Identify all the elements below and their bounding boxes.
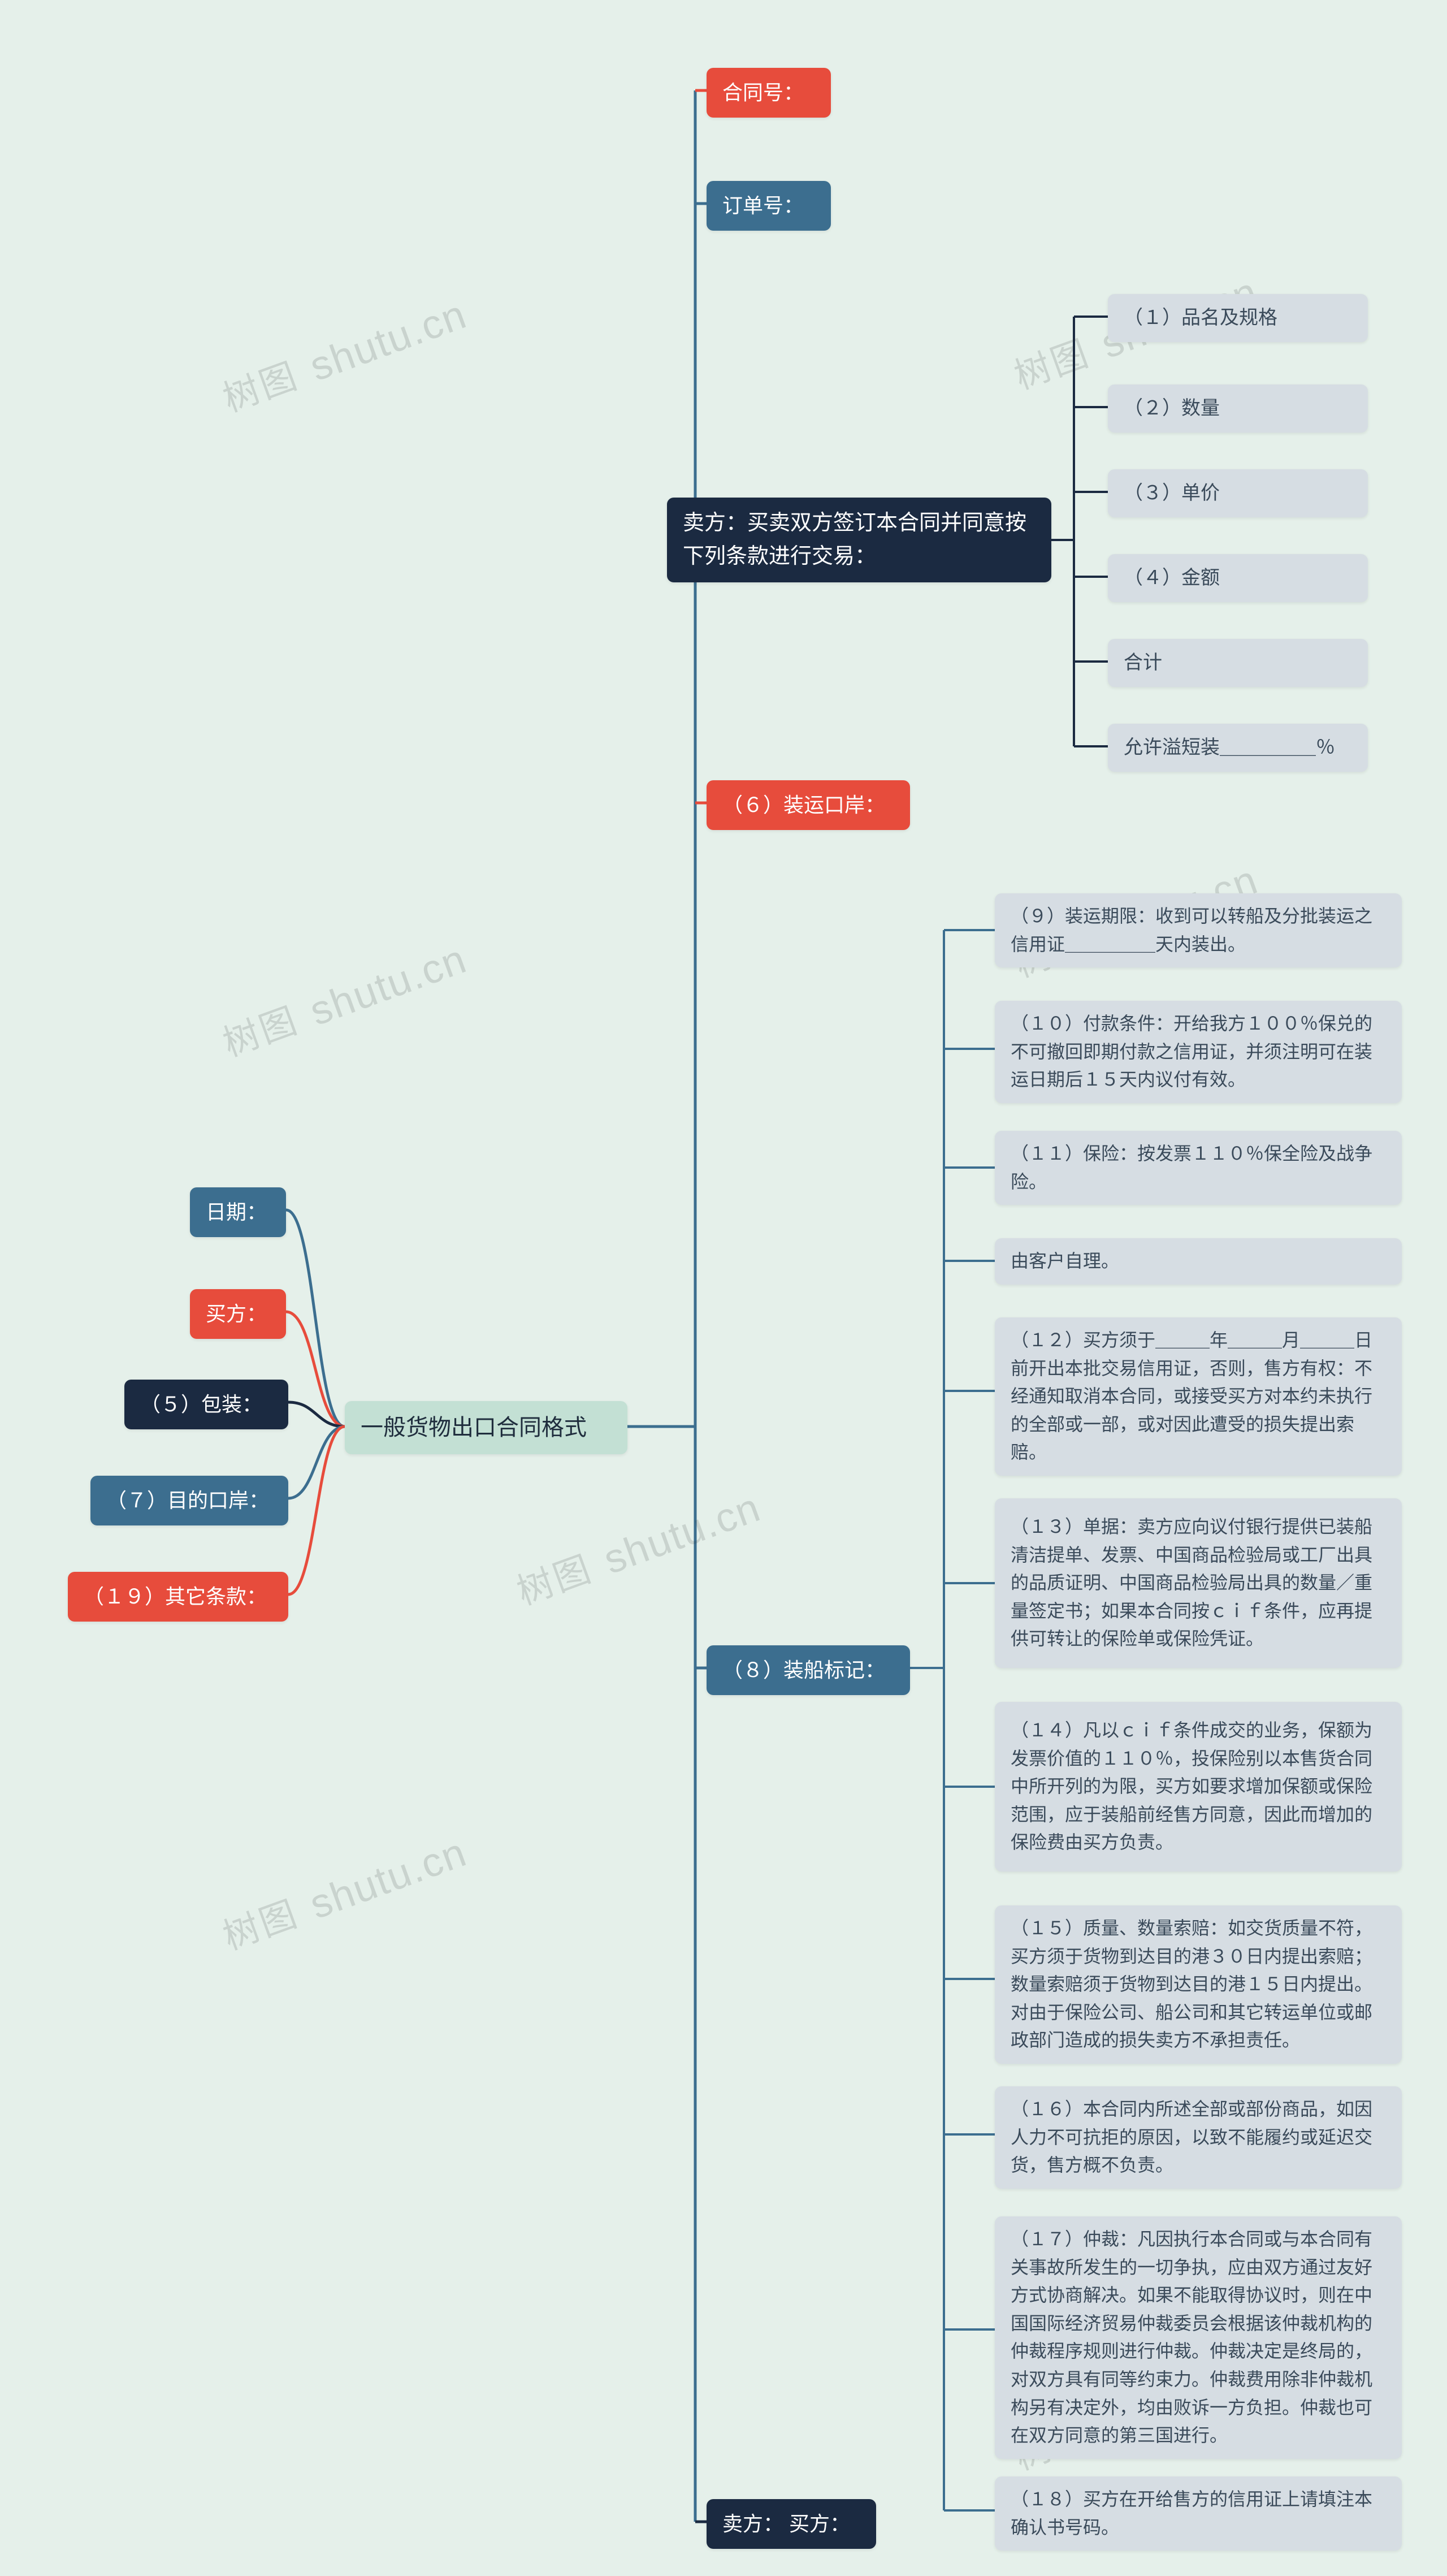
right-node-signatures: 卖方： 买方： bbox=[707, 2499, 876, 2549]
ship-child-1: （１０）付款条件：开给我方１００％保兑的不可撤回即期付款之信用证，并须注明可在装… bbox=[995, 1001, 1402, 1103]
right-node-load_port: （６）装运口岸： bbox=[707, 780, 910, 830]
ship-child-7: （１５）质量、数量索赔：如交货质量不符，买方须于货物到达目的港３０日内提出索赔；… bbox=[995, 1905, 1402, 2064]
watermark: 树图shutu.cn bbox=[509, 1479, 766, 1615]
right-node-contractno: 合同号： bbox=[707, 68, 831, 118]
left-node-pack: （５）包装： bbox=[124, 1380, 288, 1429]
ship-child-3: 由客户自理。 bbox=[995, 1238, 1402, 1285]
seller-child-4: 合计 bbox=[1108, 639, 1368, 687]
ship-child-2: （１１）保险：按发票１１０％保全险及战争险。 bbox=[995, 1131, 1402, 1205]
ship-child-0: （９）装运期限：收到可以转船及分批装运之信用证＿＿＿＿＿天内装出。 bbox=[995, 893, 1402, 967]
left-node-buyer: 买方： bbox=[190, 1289, 286, 1339]
ship-child-6: （１４）凡以ｃｉｆ条件成交的业务，保额为发票价值的１１０％，投保险别以本售货合同… bbox=[995, 1702, 1402, 1872]
watermark: 树图shutu.cn bbox=[215, 1823, 473, 1960]
left-node-dest: （７）目的口岸： bbox=[90, 1476, 288, 1525]
right-node-ship_mark: （８）装船标记： bbox=[707, 1645, 910, 1695]
seller-child-0: （１）品名及规格 bbox=[1108, 294, 1368, 342]
ship-child-5: （１３）单据：卖方应向议付银行提供已装船清洁提单、发票、中国商品检验局或工厂出具… bbox=[995, 1498, 1402, 1668]
seller-child-3: （４）金额 bbox=[1108, 554, 1368, 602]
left-node-date: 日期： bbox=[190, 1187, 286, 1237]
right-node-orderno: 订单号： bbox=[707, 181, 831, 231]
left-node-other: （１９）其它条款： bbox=[68, 1572, 288, 1622]
ship-child-4: （１２）买方须于＿＿＿年＿＿＿月＿＿＿日前开出本批交易信用证，否则，售方有权：不… bbox=[995, 1317, 1402, 1476]
watermark: 树图shutu.cn bbox=[215, 286, 473, 422]
center-node: 一般货物出口合同格式 bbox=[345, 1401, 627, 1454]
mindmap-canvas: 树图shutu.cn 树图shutu.cn 树图shutu.cn 树图shutu.cn… bbox=[0, 0, 1447, 2576]
watermark: 树图shutu.cn bbox=[215, 930, 473, 1066]
ship-child-8: （１６）本合同内所述全部或部份商品，如因人力不可抗拒的原因，以致不能履约或延迟交… bbox=[995, 2086, 1402, 2189]
seller-child-5: 允许溢短装＿＿＿＿＿％ bbox=[1108, 724, 1368, 772]
ship-child-9: （１７）仲裁：凡因执行本合同或与本合同有关事故所发生的一切争执，应由双方通过友好… bbox=[995, 2216, 1402, 2459]
ship-child-10: （１８）买方在开给售方的信用证上请填注本确认书号码。 bbox=[995, 2476, 1402, 2551]
seller-child-1: （２）数量 bbox=[1108, 384, 1368, 433]
right-node-seller_terms: 卖方：买卖双方签订本合同并同意按下列条款进行交易： bbox=[667, 498, 1051, 582]
seller-child-2: （３）单价 bbox=[1108, 469, 1368, 517]
